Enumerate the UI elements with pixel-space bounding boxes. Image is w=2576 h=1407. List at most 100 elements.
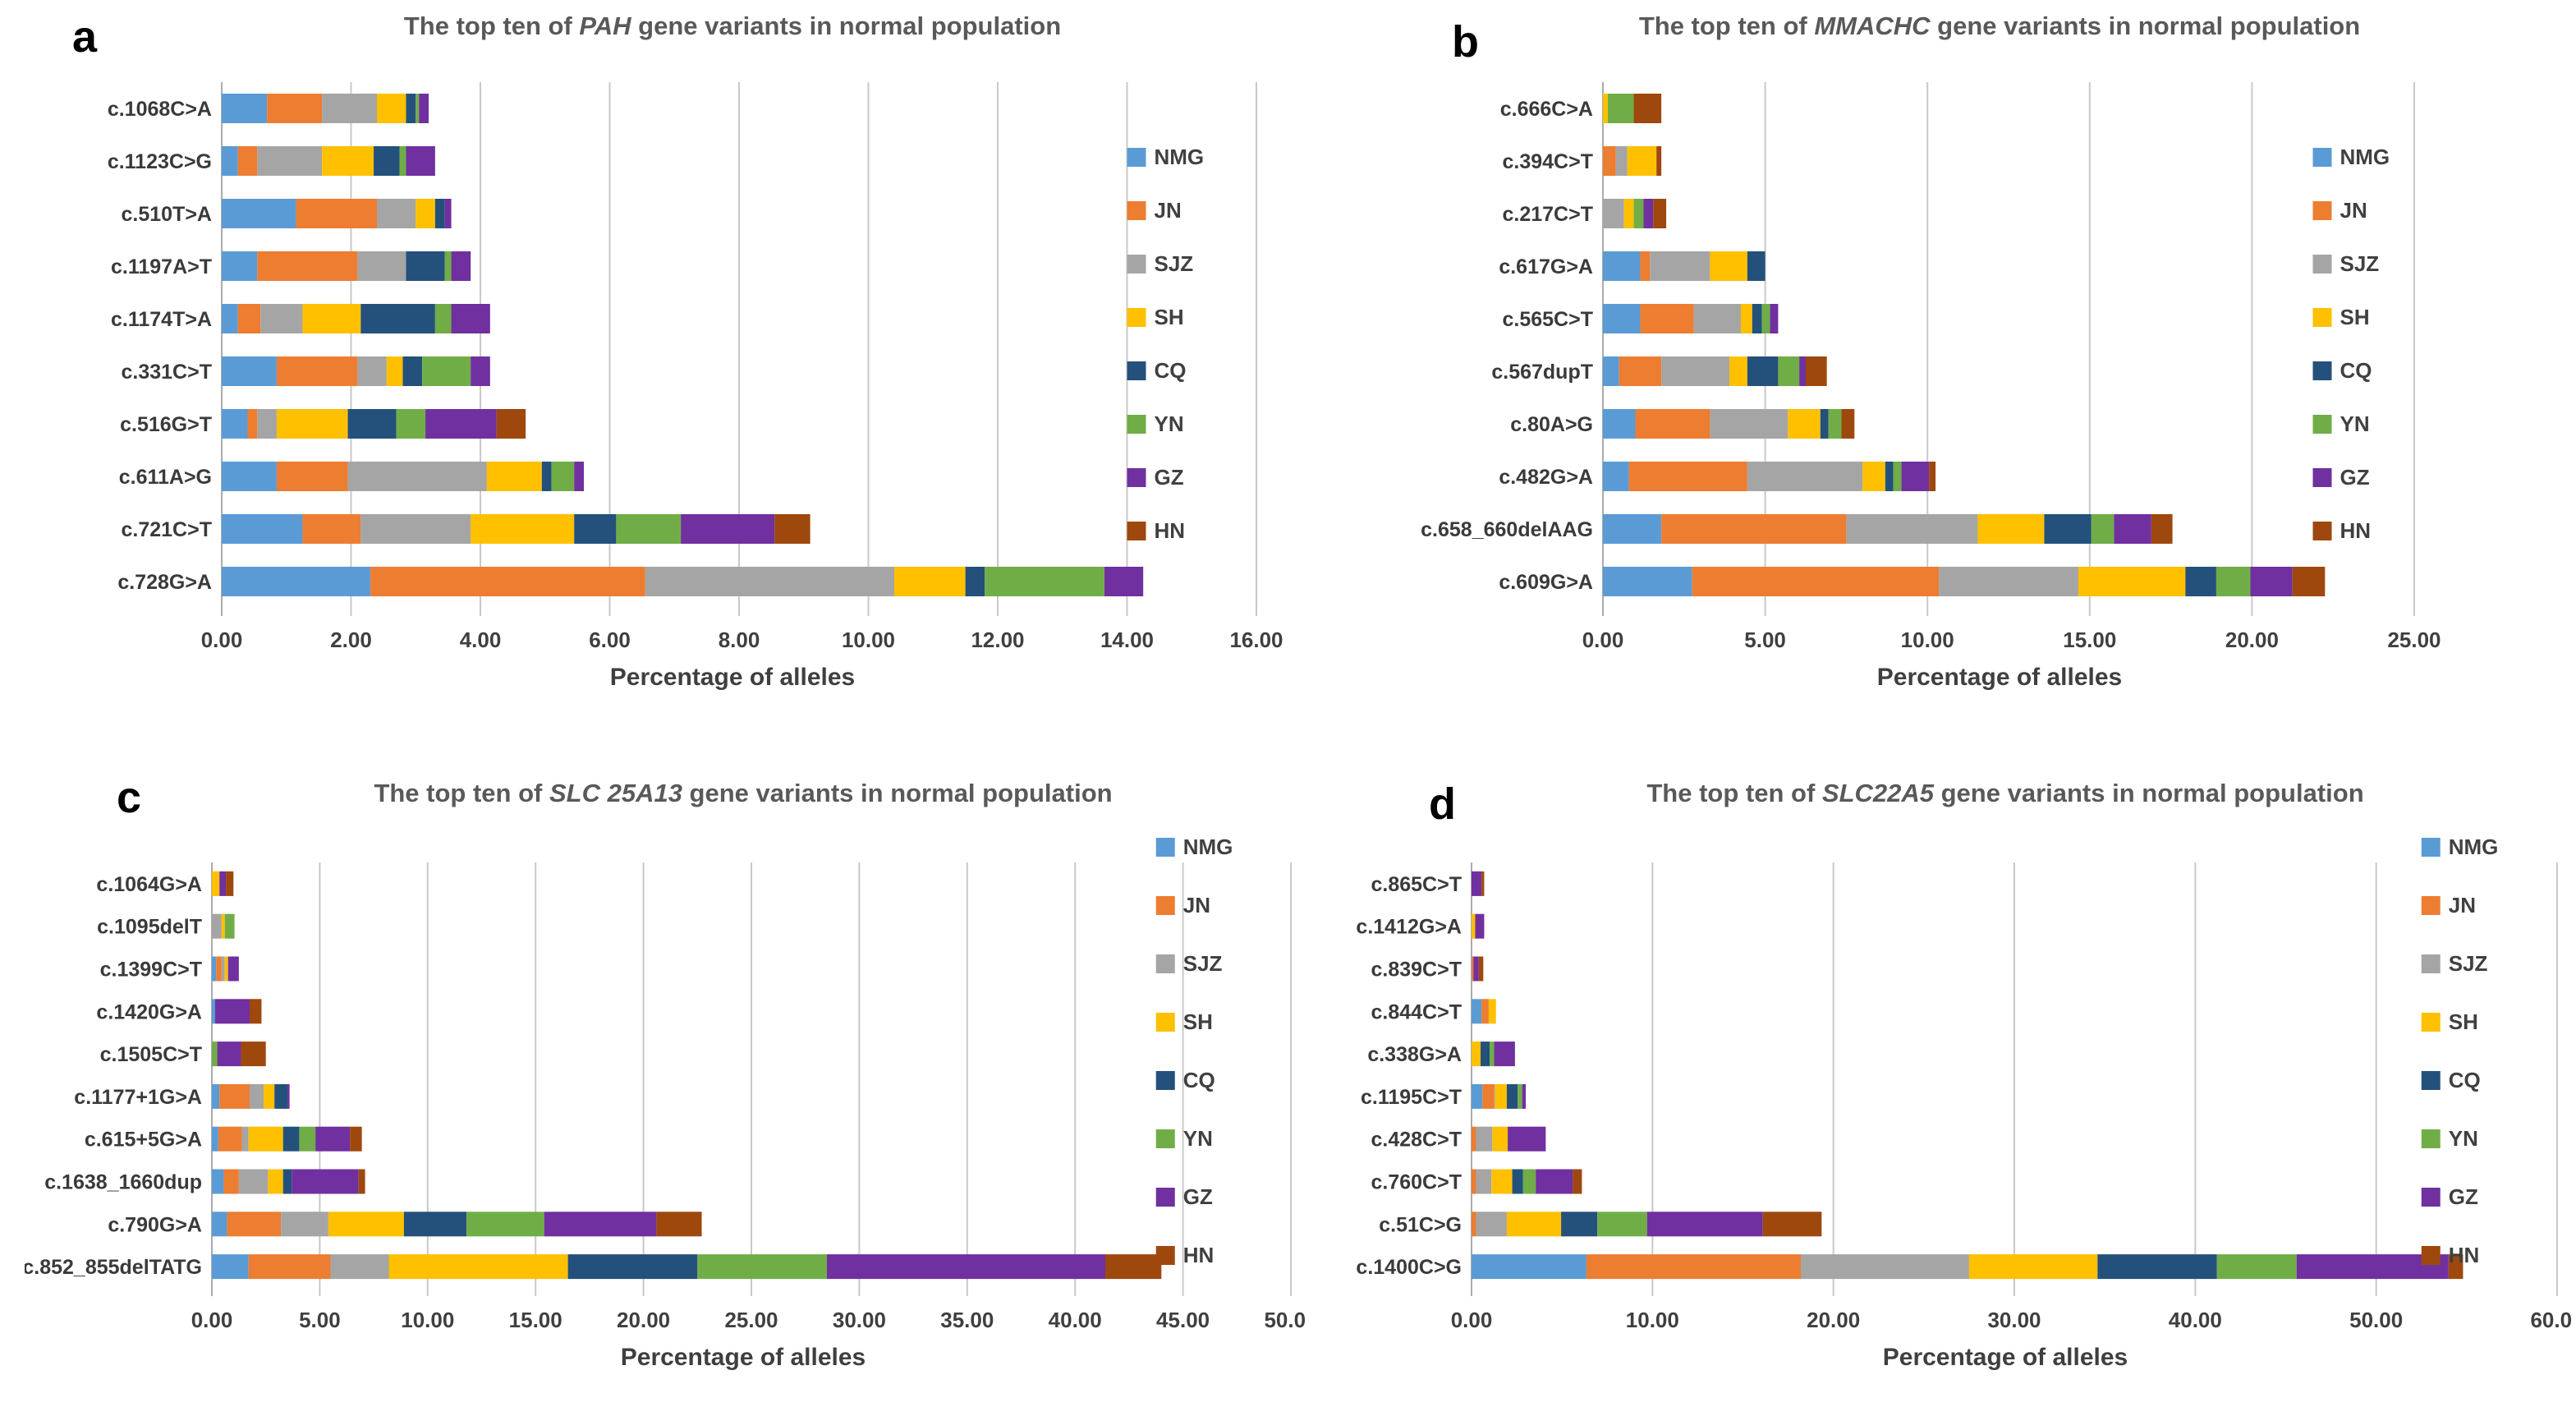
bar-segment-YN [466,1212,544,1237]
x-tick-label: 6.00 [589,628,631,652]
bar-segment-GZ [544,1212,657,1237]
bar-segment-YN [697,1254,827,1280]
bar-segment-SJZ [249,1083,264,1109]
chart-title-d: The top ten of SLC22A5 gene variants in … [1646,779,2363,808]
bar-segment-JN [1586,1254,1802,1280]
bar-segment-JN [218,1126,242,1152]
bar-segment-YN [1633,199,1644,228]
bar-segment-NMG [212,1169,224,1194]
bar-segment-YN [1607,94,1634,123]
bar-segment-SJZ [1801,1254,1969,1280]
bar-segment-CQ [360,304,435,333]
stacked-bar-chart-slc25a13: 0.00 5.00 10.00 15.00 20.00 25.00 30.00 35.00 40… [25,835,1306,1332]
bar-segment-NMG [222,251,258,281]
legend-swatch-SJZ [2312,255,2332,274]
bar-segment-HN [1656,146,1662,176]
bar-segment-SJZ [357,251,406,281]
x-tick-label: 2.00 [330,628,372,652]
legend-label-CQ: CQ [2449,1068,2481,1092]
title-prefix: The top ten of [374,779,549,807]
bar-segment-SJZ [377,199,416,228]
bar-segment-HN [350,1126,362,1152]
legend-swatch-SH [2421,1013,2441,1032]
title-suffix: gene variants in normal population [1934,779,2364,807]
bar-segment-JN [1640,251,1651,281]
bar-segment-SH [268,1169,283,1194]
x-tick-label: 40.00 [2169,1308,2222,1332]
x-tick-label: 10.00 [1901,628,1954,652]
bar-segment-NMG [212,1083,220,1109]
x-tick-label: 40.00 [1049,1308,1102,1332]
bar-segment-GZ [1770,304,1779,333]
bar-segment-GZ [826,1254,1105,1280]
bar-segment-NMG [1603,567,1692,596]
x-tick-label: 0.00 [201,628,243,652]
bar-segment-GZ [1522,1083,1527,1109]
bar-segment-SJZ [1846,514,1978,544]
category-label: c.567dupT [1491,361,1593,384]
bar-segment-JN [267,94,323,123]
bar-segment-CQ [282,1126,300,1152]
legend-swatch-GZ [2312,468,2332,487]
legend-swatch-JN [2312,201,2332,220]
bar-segment-YN [1778,356,1800,386]
bar-segment-NMG [222,94,268,123]
bar-segment-JN [1635,409,1710,439]
bar-segment-NMG [1603,304,1641,333]
x-tick-label: 16.00 [1229,628,1283,652]
legend-swatch-NMG [1127,148,1146,167]
bar-segment-SH [388,1254,568,1280]
x-tick-label: 15.00 [509,1308,562,1332]
category-label: c.516G>T [120,413,212,436]
legend-label-GZ: GZ [1183,1184,1213,1209]
bar-segment-SH [1977,514,2045,544]
category-label: c.510T>A [122,203,213,226]
bar-segment-HN [1929,462,1936,491]
bar-segment-JN [237,146,258,176]
legend-swatch-HN [2421,1246,2441,1265]
legend-label-YN: YN [2449,1126,2478,1151]
bar-segment-CQ [274,1083,287,1109]
bar-segment-YN [551,462,575,491]
bar-segment-SH [248,1126,283,1152]
bar-segment-CQ [374,146,400,176]
bar-segment-YN [422,356,471,386]
legend-label-CQ: CQ [2340,358,2372,383]
title-suffix: gene variants in normal population [682,779,1113,807]
bar-segment-GZ [1473,956,1479,982]
legend: NMG JN SJZ SH CQ YN GZ HN [2312,145,2390,543]
legend-swatch-NMG [2312,148,2332,167]
panel-letter-c: c [117,773,142,822]
bar-segment-SH [386,356,403,386]
bar-segment-CQ [1885,462,1894,491]
category-label: c.865C>T [1371,873,1462,896]
bar-segment-SH [1710,251,1747,281]
bar-segment-SJZ [1650,251,1710,281]
bar-segment-GZ [451,304,490,333]
bar-segment-SH [2078,567,2186,596]
x-tick-label: 14.00 [1100,628,1154,652]
chart-panel-a: a The top ten of PAH gene variants in no… [25,7,1306,715]
bar-segment-SH [1506,1212,1562,1237]
category-label: c.1399C>T [100,959,202,982]
chart-title-c: The top ten of SLC 25A13 gene variants i… [374,779,1112,808]
bar-segment-GZ [1901,462,1930,491]
bar-segment-NMG [1603,514,1662,544]
category-label: c.80A>G [1510,413,1593,436]
bar-segment-HN [1633,94,1662,123]
bar-segment-YN [416,94,420,123]
bar-segment-CQ [406,251,445,281]
bar-segment-JN [1472,1212,1476,1237]
bars [222,94,1144,596]
bar-segment-SH [1862,462,1885,491]
legend-label-YN: YN [2340,412,2370,436]
bar-segment-SJZ [238,1169,269,1194]
category-label: c.1197A>T [111,255,212,278]
category-label: c.482G>A [1499,466,1593,489]
bar-segment-SH [377,94,406,123]
bar-segment-SJZ [281,1212,328,1237]
x-tick-label: 0.00 [1451,1308,1493,1332]
bar-segment-CQ [541,462,552,491]
bar-segment-SH [1740,304,1752,333]
bar-segment-GZ [315,1126,351,1152]
